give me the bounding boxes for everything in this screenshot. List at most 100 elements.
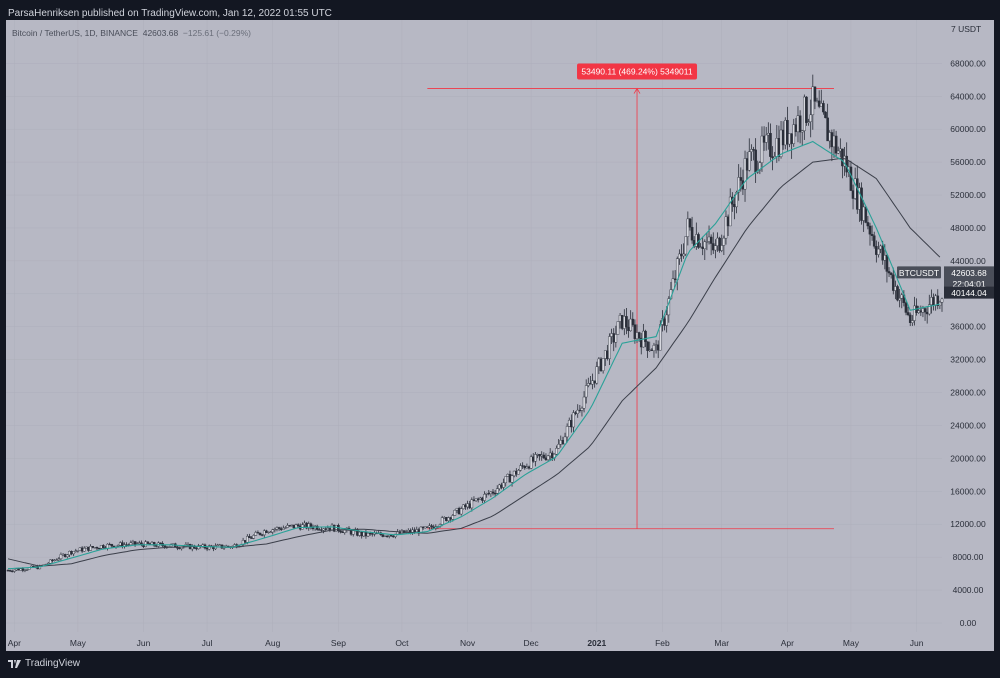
measure-label-box bbox=[577, 63, 698, 80]
candle-body bbox=[296, 524, 300, 527]
candle-body bbox=[394, 533, 397, 537]
candle-body bbox=[521, 465, 524, 467]
time-tick-label: May bbox=[70, 638, 87, 648]
candle-body bbox=[752, 149, 755, 151]
last-price-label: 42603.68 bbox=[951, 268, 987, 278]
candle-body bbox=[59, 554, 63, 559]
candle-body bbox=[207, 545, 211, 550]
tradingview-logo[interactable]: TradingView bbox=[8, 658, 80, 669]
candle-body bbox=[855, 178, 859, 210]
candle-body bbox=[705, 241, 709, 243]
candle-body bbox=[288, 525, 291, 527]
candle-body bbox=[625, 316, 628, 328]
published-info: ParsaHenriksen published on TradingView.… bbox=[8, 8, 332, 19]
candle-body bbox=[542, 454, 546, 459]
candle-body bbox=[813, 86, 817, 102]
price-tick-label: 56000.00 bbox=[950, 157, 986, 167]
candle-body bbox=[474, 498, 478, 501]
candle-body bbox=[576, 409, 580, 414]
candle-body bbox=[580, 408, 584, 411]
candle-body bbox=[650, 349, 654, 351]
candle-body bbox=[61, 554, 65, 556]
candle-body bbox=[19, 568, 23, 571]
candle-body bbox=[510, 475, 514, 483]
candle-body bbox=[648, 349, 652, 351]
candle-body bbox=[762, 135, 766, 143]
candle-body bbox=[370, 533, 374, 535]
time-tick-label: Jun bbox=[910, 638, 924, 648]
candle-body bbox=[851, 190, 855, 199]
candle-body bbox=[750, 149, 753, 152]
ticker-label: BTCUSDT bbox=[899, 268, 939, 278]
candle-body bbox=[597, 358, 601, 367]
candle-body bbox=[777, 138, 781, 157]
candle-body bbox=[99, 545, 103, 549]
candle-body bbox=[809, 114, 812, 122]
candle-body bbox=[538, 454, 541, 457]
time-axis: Apr May Jun Jul Aug Sep Oct Nov Dec 2021 Feb Mar Apr… bbox=[8, 638, 924, 648]
candle-body bbox=[476, 498, 480, 500]
price-tick-label: 48000.00 bbox=[950, 223, 986, 233]
candle-body bbox=[743, 158, 747, 190]
price-tick-label: 4000.00 bbox=[953, 585, 984, 595]
candle-body bbox=[364, 531, 368, 537]
candle-body bbox=[25, 569, 29, 571]
candle-body bbox=[536, 454, 539, 456]
candle-body bbox=[385, 535, 389, 537]
time-tick-label: Mar bbox=[714, 638, 729, 648]
candle-body bbox=[841, 148, 844, 167]
price-tick-label: 0.00 bbox=[960, 618, 977, 628]
candle-body bbox=[468, 503, 472, 509]
candle-body bbox=[879, 245, 882, 250]
candle-body bbox=[360, 531, 363, 537]
candle-body bbox=[493, 493, 497, 495]
symbol-info[interactable]: Bitcoin / TetherUS, 1D, BINANCE 42603.68… bbox=[12, 28, 251, 38]
candle-body bbox=[423, 526, 427, 529]
candle-body bbox=[500, 484, 503, 488]
candle-body bbox=[294, 524, 298, 529]
candle-body bbox=[714, 245, 717, 251]
candle-body bbox=[246, 536, 249, 543]
candle-body bbox=[489, 491, 493, 494]
candle-body bbox=[599, 358, 603, 371]
candle-body bbox=[911, 320, 914, 323]
candle-body bbox=[565, 426, 569, 438]
candle-body bbox=[894, 286, 897, 291]
candle-body bbox=[896, 286, 899, 301]
candle-body bbox=[819, 103, 823, 107]
candle-body bbox=[483, 494, 486, 501]
candle-body bbox=[447, 517, 450, 522]
candle-body bbox=[523, 466, 527, 469]
candle-body bbox=[466, 503, 469, 508]
candle-body bbox=[453, 510, 457, 516]
candle-body bbox=[798, 115, 802, 133]
candle-body bbox=[572, 412, 575, 428]
candle-body bbox=[794, 124, 798, 133]
candle-body bbox=[718, 237, 721, 251]
candle-body bbox=[739, 177, 743, 181]
candle-body bbox=[786, 120, 789, 145]
candle-body bbox=[870, 234, 874, 236]
candle-body bbox=[406, 530, 410, 532]
candle-body bbox=[108, 543, 111, 546]
candle-body bbox=[826, 117, 829, 142]
symbol-value: 42603.68 bbox=[142, 28, 179, 38]
candle-body bbox=[462, 504, 465, 509]
currency-unit[interactable]: 7 USDT bbox=[951, 24, 982, 34]
candle-body bbox=[771, 156, 774, 159]
candle-body bbox=[197, 545, 200, 550]
candle-body bbox=[349, 530, 353, 535]
candle-body bbox=[279, 528, 283, 530]
candle-body bbox=[220, 544, 224, 549]
candle-body bbox=[534, 454, 537, 462]
candle-body bbox=[845, 155, 848, 173]
candle-body bbox=[830, 132, 834, 148]
candle-body bbox=[584, 385, 588, 398]
candle-body bbox=[110, 543, 114, 547]
candle-body bbox=[570, 420, 573, 428]
candle-body bbox=[351, 530, 355, 535]
candle-body bbox=[292, 524, 296, 529]
candle-body bbox=[271, 529, 275, 533]
candle-body bbox=[908, 314, 912, 323]
